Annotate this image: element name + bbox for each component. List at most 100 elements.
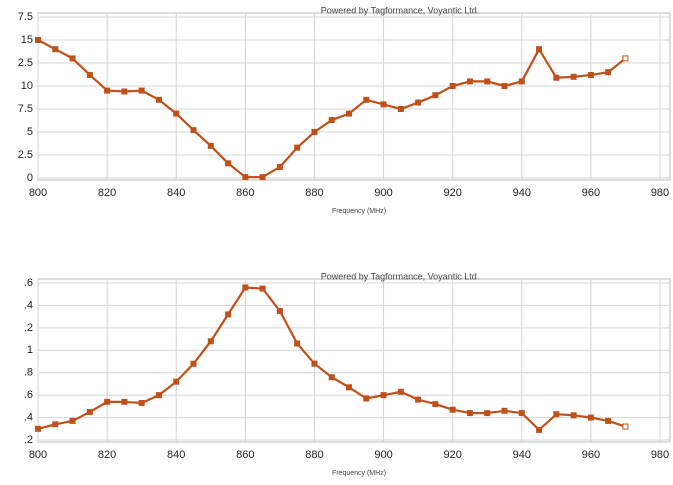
x-tick-label: 820 (98, 449, 116, 461)
data-point (501, 83, 508, 89)
x-tick-label: 860 (236, 449, 254, 461)
x-tick-label: 840 (167, 187, 185, 199)
data-point (605, 417, 612, 424)
data-point (553, 411, 560, 418)
y-tick-label: .6 (24, 277, 33, 289)
y-tick-label: 7.5 (18, 103, 33, 115)
x-tick-label: 800 (29, 187, 47, 199)
data-point (415, 99, 422, 106)
x-tick-label: 820 (98, 187, 116, 199)
data-point (328, 374, 335, 381)
data-point (173, 110, 180, 117)
data-point (518, 78, 525, 85)
data-point (69, 417, 76, 424)
data-point (294, 340, 301, 347)
data-point (259, 285, 266, 292)
data-point (415, 396, 422, 403)
x-tick-label: 800 (29, 449, 47, 461)
data-point (518, 410, 525, 417)
y-tick-label: .4 (24, 411, 33, 423)
data-point (121, 398, 128, 405)
data-point (138, 399, 145, 406)
x-tick-label: 960 (582, 449, 600, 461)
data-point (466, 410, 473, 417)
x-tick-label: 980 (651, 449, 669, 461)
data-point (225, 160, 232, 167)
y-tick-label: 7.5 (18, 11, 33, 23)
data-point (536, 46, 543, 53)
y-tick-label: 2.5 (18, 57, 33, 69)
data-point (173, 378, 180, 385)
data-point (587, 414, 594, 421)
y-tick-label: .6 (24, 389, 33, 401)
x-tick-label: 980 (651, 187, 669, 199)
data-point (553, 74, 560, 81)
x-axis-label: Frequency (MHz) (332, 208, 386, 215)
data-point (432, 92, 439, 99)
data-point (449, 83, 456, 89)
data-point (190, 127, 197, 134)
data-point (207, 142, 214, 149)
data-point (242, 174, 249, 181)
data-point (155, 392, 162, 399)
data-point (397, 106, 404, 112)
y-tick-label: 2.5 (18, 149, 33, 161)
x-tick-label: 880 (305, 449, 323, 461)
y-tick-label: .8 (24, 367, 33, 379)
y-tick-label: 5 (27, 126, 33, 138)
data-point (570, 412, 577, 419)
data-point (242, 284, 249, 291)
data-point (328, 117, 335, 124)
x-tick-label: 840 (167, 449, 185, 461)
x-tick-label: 960 (582, 187, 600, 199)
data-point (311, 360, 318, 367)
data-point (449, 406, 456, 413)
data-point (380, 101, 387, 108)
y-tick-label: .4 (24, 299, 33, 311)
data-point (432, 401, 439, 408)
x-tick-label: 900 (374, 187, 392, 199)
data-point (363, 96, 370, 103)
y-tick-label: 0 (27, 172, 33, 184)
data-point (484, 410, 491, 417)
data-point (484, 78, 491, 85)
data-point (155, 96, 162, 103)
x-tick-label: 900 (374, 449, 392, 461)
y-tick-label: 10 (21, 80, 33, 92)
y-tick-label: .2 (24, 434, 33, 446)
data-line (37, 286, 626, 432)
data-point (35, 37, 41, 43)
data-point (225, 311, 232, 318)
data-point (294, 144, 301, 151)
y-tick-label: 15 (21, 34, 33, 46)
data-point (536, 426, 543, 433)
data-point (501, 407, 508, 414)
data-point (52, 46, 59, 53)
data-point (622, 423, 629, 430)
x-tick-label: 940 (513, 187, 531, 199)
chart-title: Powered by Tagformance, Voyantic Ltd. (321, 271, 479, 281)
y-tick-label: .2 (24, 322, 33, 334)
chart-title: Powered by Tagformance, Voyantic Ltd. (321, 5, 479, 15)
data-point (397, 388, 404, 395)
data-point (138, 87, 145, 94)
data-point (622, 55, 629, 62)
x-tick-label: 860 (236, 187, 254, 199)
data-point (466, 78, 473, 85)
data-point (587, 71, 594, 78)
data-point (207, 338, 214, 345)
data-point (346, 110, 352, 117)
data-point (69, 55, 76, 62)
data-point (52, 421, 59, 428)
y-tick-label: 1 (27, 344, 33, 356)
data-point (35, 425, 41, 432)
data-point (605, 69, 612, 76)
data-point (311, 129, 318, 135)
data-point (570, 73, 577, 80)
data-point (346, 384, 352, 391)
data-point (104, 398, 111, 405)
data-point (86, 408, 93, 415)
x-tick-label: 920 (443, 449, 461, 461)
data-point (380, 392, 387, 399)
